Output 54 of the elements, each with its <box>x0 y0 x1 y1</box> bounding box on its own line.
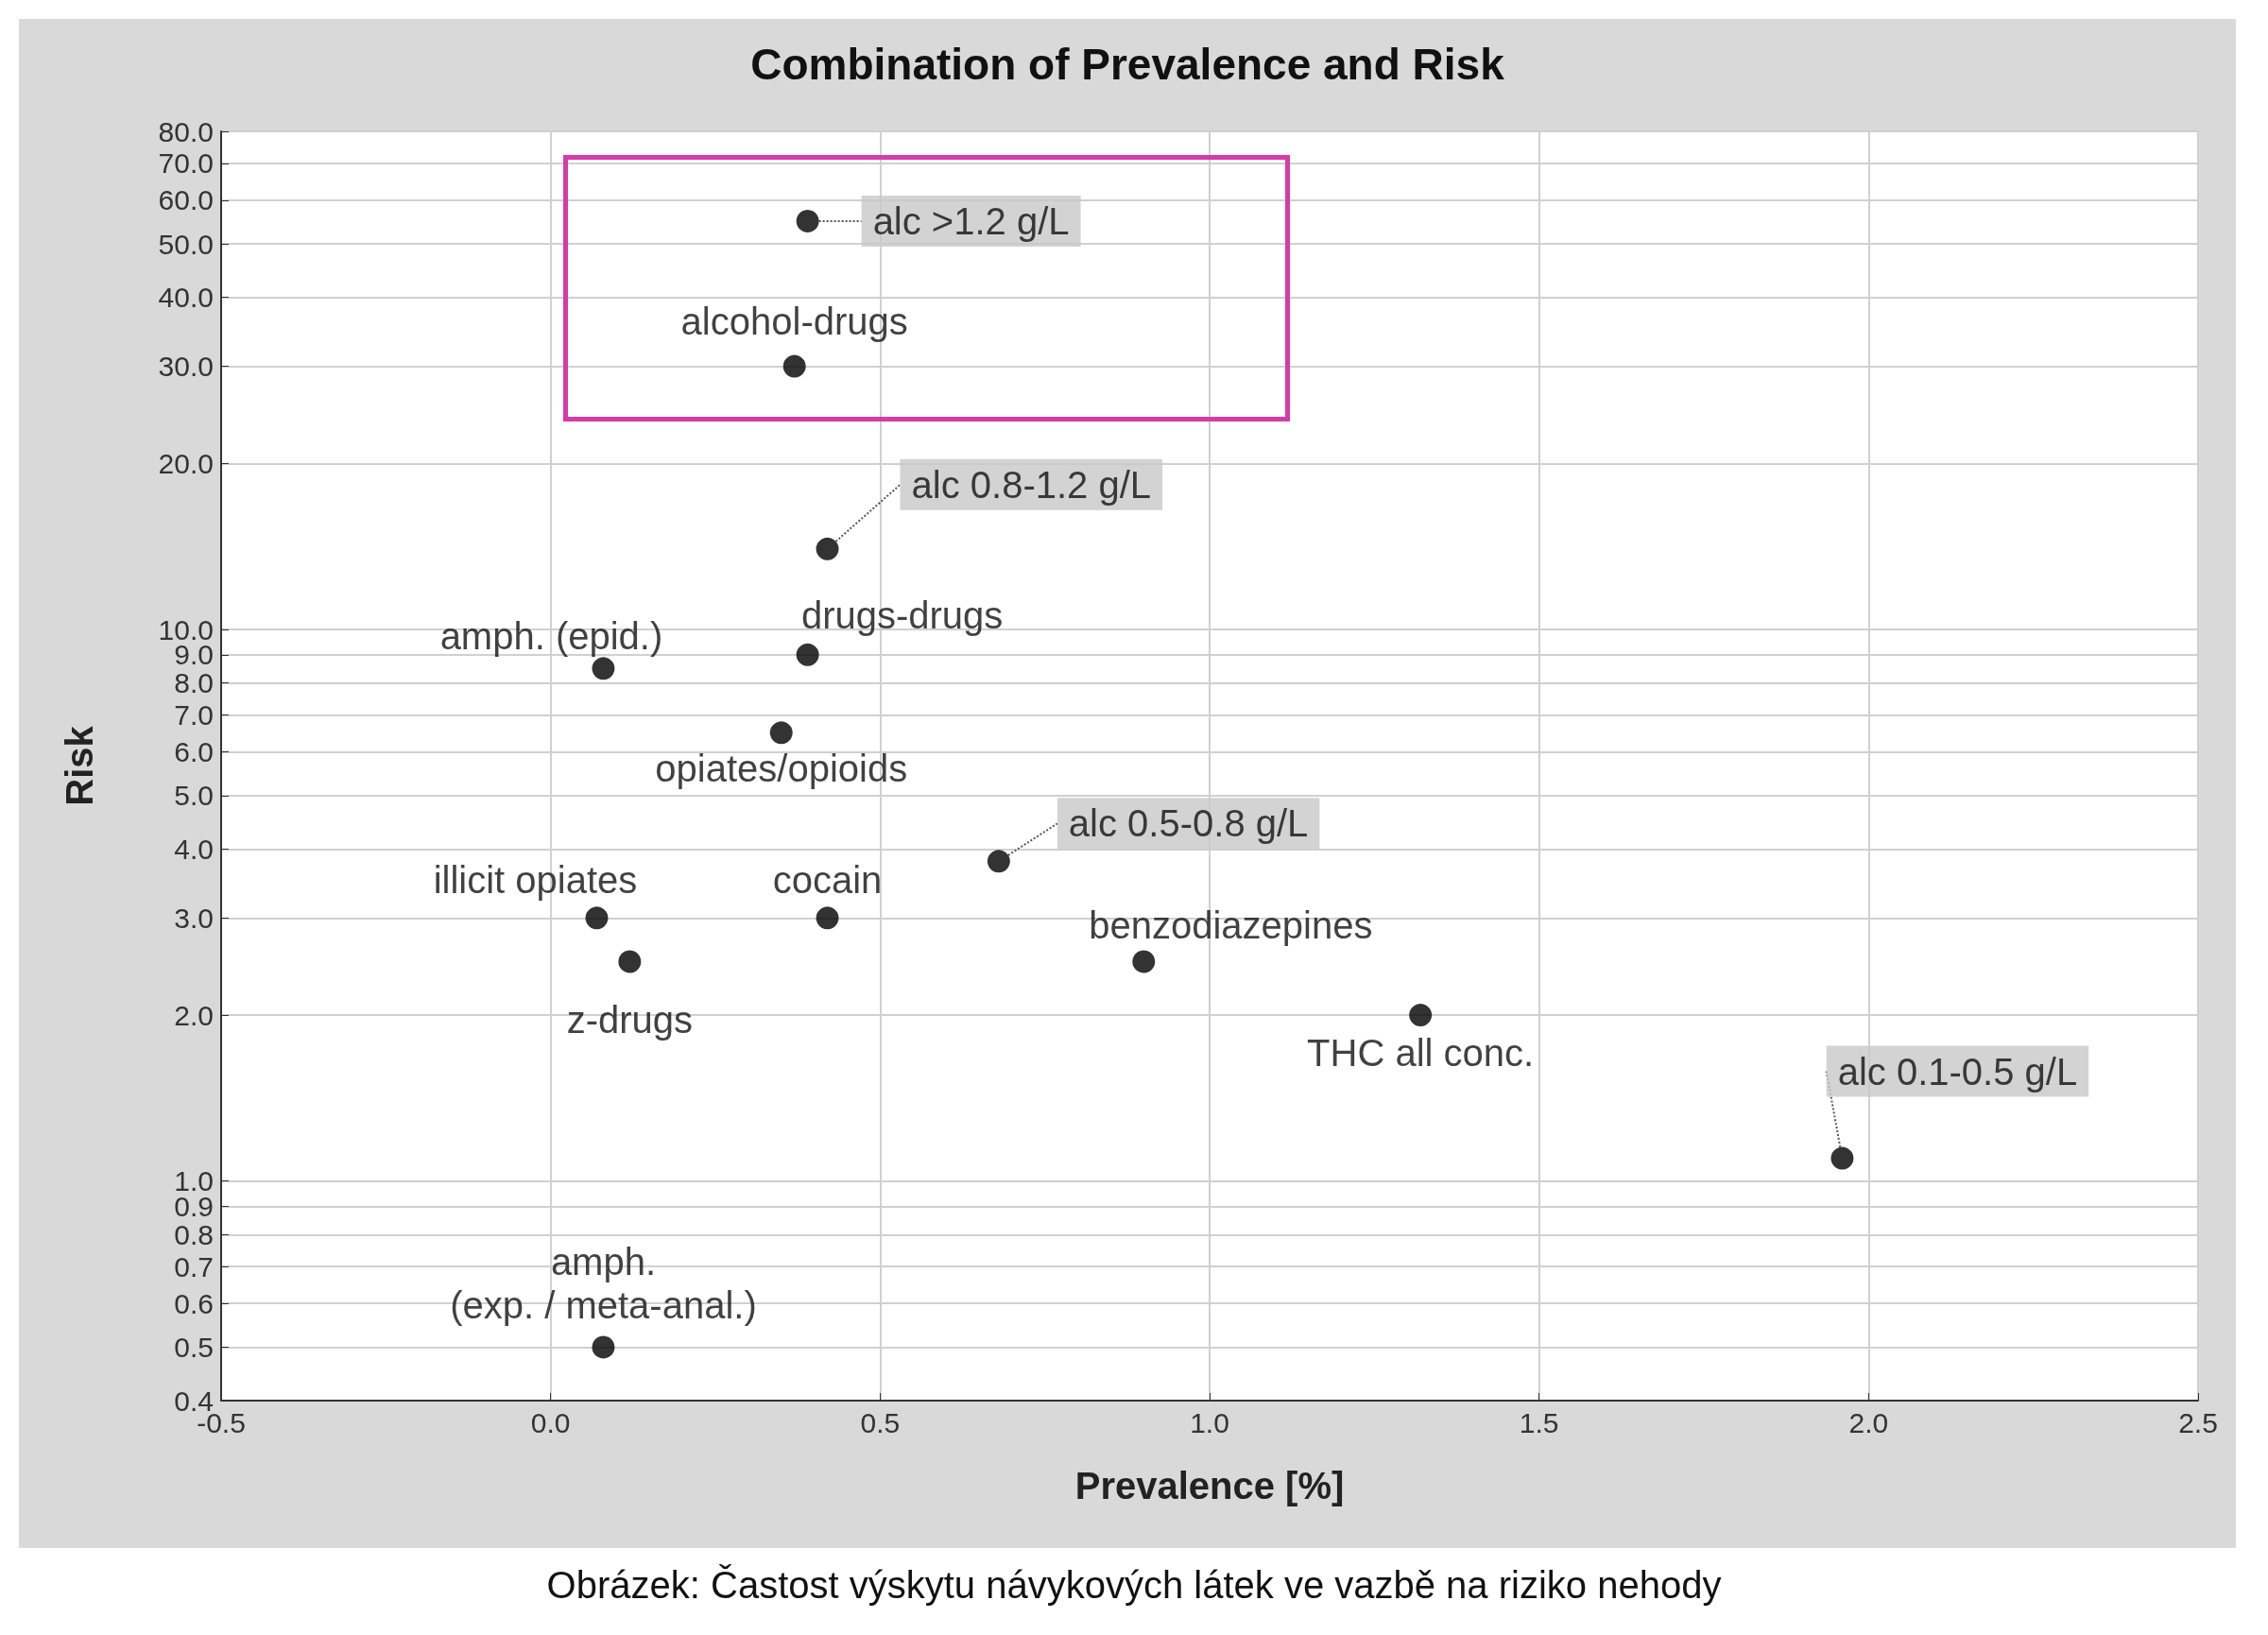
annotation: drugs-drugs <box>800 594 1004 636</box>
y-tick-label: 80.0 <box>158 115 214 147</box>
y-tick-label: 0.7 <box>174 1250 214 1282</box>
annotation: amph. (exp. / meta-anal.) <box>450 1241 757 1327</box>
y-tick-label: 20.0 <box>158 447 214 479</box>
annotation: cocain <box>772 859 883 902</box>
point <box>592 657 615 680</box>
point <box>618 950 642 973</box>
annotation: alc 0.1-0.5 g/L <box>1837 1050 2078 1093</box>
point <box>592 1335 615 1359</box>
point <box>585 906 609 930</box>
y-tick-label: 0.6 <box>174 1287 214 1319</box>
y-axis-title: Risk <box>59 725 100 806</box>
x-tick-label: 0.5 <box>860 1406 901 1438</box>
annotation: benzodiazepines <box>1089 904 1373 947</box>
annotation: alc >1.2 g/L <box>872 199 1070 242</box>
annotation: alc 0.8-1.2 g/L <box>911 463 1152 506</box>
x-tick-label: 1.0 <box>1190 1406 1229 1438</box>
annotation: illicit opiates <box>433 859 638 902</box>
y-tick-label: 30.0 <box>158 351 214 383</box>
y-tick-label: 50.0 <box>158 228 214 260</box>
y-tick-label: 3.0 <box>174 902 214 934</box>
y-tick-label: 70.0 <box>158 147 214 180</box>
y-tick-label: 5.0 <box>174 780 214 812</box>
point <box>987 850 1010 873</box>
x-tick-label: 0.0 <box>530 1406 571 1438</box>
y-tick-label: 4.0 <box>174 833 214 865</box>
y-tick-label: 40.0 <box>158 282 214 314</box>
point <box>796 209 819 232</box>
annotation: alc 0.5-0.8 g/L <box>1068 802 1309 845</box>
x-tick-label: 1.5 <box>1519 1406 1559 1438</box>
annotation: z-drugs <box>566 999 694 1041</box>
y-tick-label: 2.0 <box>174 999 214 1031</box>
y-tick-label: 0.5 <box>174 1331 214 1363</box>
annotation: THC all conc. <box>1307 1032 1535 1075</box>
chart-title: Combination of Prevalence and Risk <box>750 40 1505 89</box>
point <box>1830 1146 1854 1170</box>
point <box>1409 1004 1433 1027</box>
point <box>796 643 819 666</box>
y-tick-label: 6.0 <box>174 736 214 768</box>
annotation: alcohol-drugs <box>680 300 908 342</box>
x-tick-label: 2.0 <box>1848 1406 1889 1438</box>
x-tick-label: 2.5 <box>2178 1406 2218 1438</box>
y-tick-label: 7.0 <box>174 699 214 731</box>
point <box>782 354 806 378</box>
y-tick-label: 60.0 <box>158 184 214 216</box>
point <box>1132 950 1156 973</box>
point <box>769 721 793 745</box>
annotation: amph. (epid.) <box>439 615 663 658</box>
x-axis-title: Prevalence [%] <box>1074 1465 1345 1506</box>
annotation: opiates/opioids <box>655 748 908 790</box>
point <box>816 906 839 930</box>
text: Obrázek: Častost výskytu návykových látek ve vazbě na riziko nehody <box>545 1564 1723 1607</box>
point <box>816 537 839 560</box>
